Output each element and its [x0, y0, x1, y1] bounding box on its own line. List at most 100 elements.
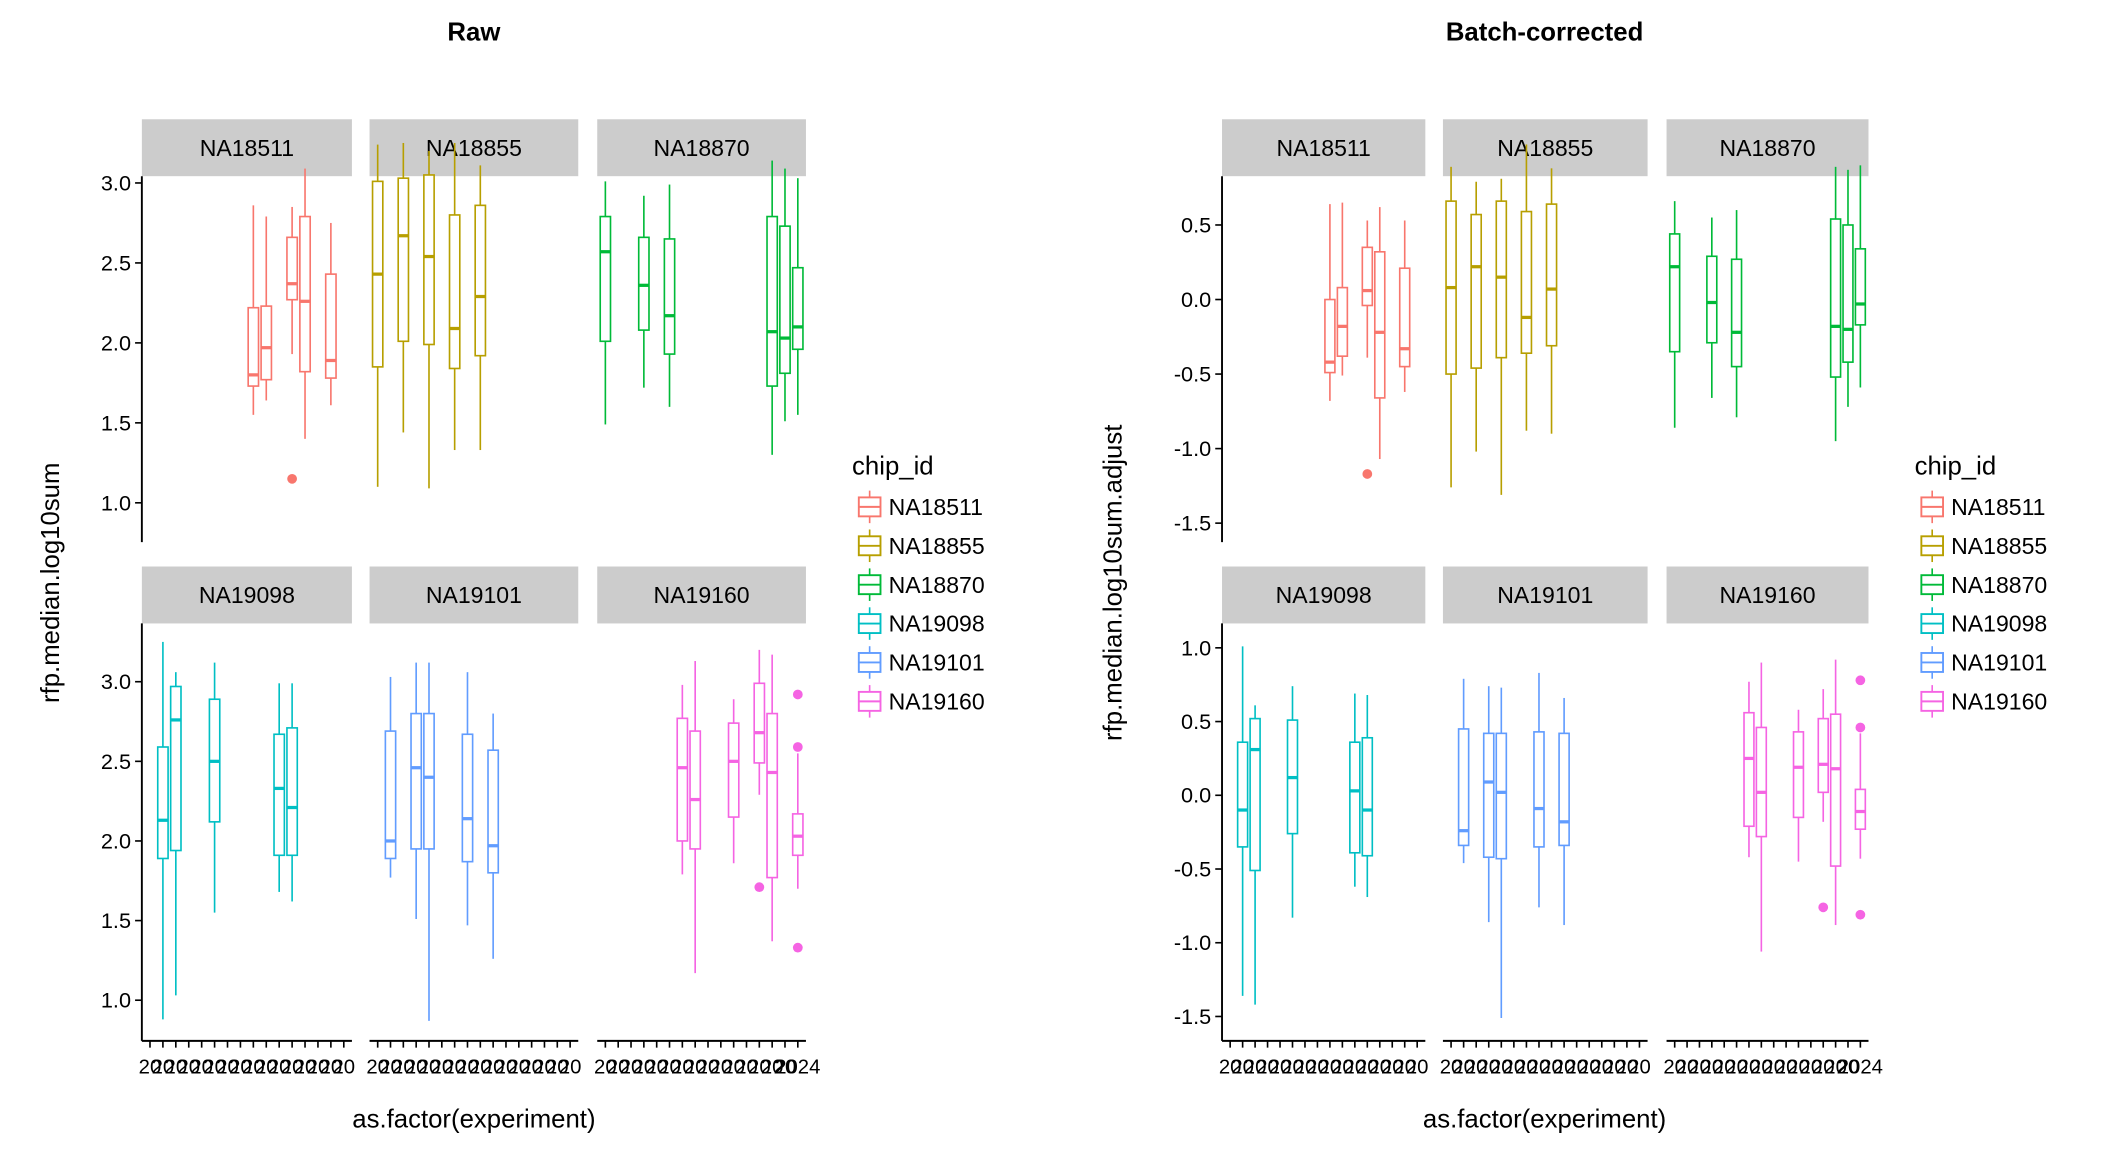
box	[169, 685, 182, 852]
x-tick-label: 20	[1713, 1056, 1736, 1078]
legend-item-NA19101: NA19101	[1920, 646, 2047, 679]
box	[689, 730, 702, 850]
box	[791, 266, 804, 351]
facet-strip	[141, 566, 352, 624]
box	[286, 727, 299, 857]
x-tick-label: 20	[761, 1056, 784, 1078]
x-tick-label: 20	[697, 1056, 720, 1078]
boxplot	[1854, 675, 1867, 920]
box	[727, 722, 740, 818]
legend-item-NA18855: NA18855	[857, 529, 985, 563]
box	[423, 712, 435, 850]
x-tick-label: 20	[203, 1056, 226, 1078]
box	[1829, 713, 1842, 867]
boxplot	[487, 713, 500, 959]
x-tick-label: 20	[1738, 1056, 1761, 1078]
x-tick-label: 20	[1393, 1056, 1416, 1078]
x-tick-label: 20	[1565, 1056, 1588, 1078]
boxplot	[676, 684, 689, 875]
legend-label: NA18855	[889, 533, 985, 559]
boxplot	[1482, 686, 1495, 923]
facet-NA18855: NA18855	[1442, 119, 1648, 495]
box	[286, 236, 299, 301]
legend-label: NA18870	[889, 572, 985, 598]
x-tick-label: 20	[1750, 1056, 1773, 1078]
box	[1743, 711, 1755, 828]
x-tick-label: 20	[1269, 1056, 1292, 1078]
legend-item-NA18511: NA18511	[857, 490, 983, 524]
box	[1558, 732, 1570, 847]
facet-strip-label: NA18870	[654, 135, 750, 161]
x-tick-label: 20	[1368, 1056, 1391, 1078]
box	[1854, 248, 1867, 326]
x-tick-label: 20	[1824, 1056, 1847, 1078]
x-tick-label: 20	[594, 1056, 617, 1078]
x-tick-label: 20	[1319, 1056, 1342, 1078]
boxplot	[753, 649, 766, 893]
x-tick-label: 20	[320, 1056, 343, 1078]
facet-NA18870: NA18870	[1666, 119, 1869, 442]
facet-strip-label: NA18870	[1720, 135, 1816, 161]
legend-label: NA19160	[1951, 688, 2047, 714]
outlier-point	[1818, 902, 1829, 913]
box	[1361, 246, 1374, 307]
box	[384, 730, 397, 860]
boxplot	[423, 150, 435, 489]
facet-strip-label: NA18511	[1276, 135, 1370, 161]
facet-strip	[597, 119, 806, 177]
box	[1520, 210, 1533, 355]
x-tick-label: 20	[533, 1056, 556, 1078]
x-tick-label: 20	[482, 1056, 505, 1078]
facet-strip-label: NA19101	[426, 582, 522, 608]
boxplot	[1755, 662, 1768, 952]
boxplot	[1842, 169, 1854, 407]
x-tick-label: 20	[1219, 1056, 1242, 1078]
box	[273, 733, 286, 857]
boxplot	[766, 654, 779, 942]
boxplot	[689, 661, 702, 974]
x-tick-label: 20	[469, 1056, 492, 1078]
x-tick-label: 20	[710, 1056, 733, 1078]
x-tick-label: 20	[1725, 1056, 1748, 1078]
facet-strip	[597, 566, 806, 624]
legend-label: NA18511	[1951, 494, 2045, 520]
legend-label: NA18855	[1951, 533, 2047, 559]
box	[1349, 741, 1361, 854]
box	[1842, 224, 1854, 363]
facet-strip	[1442, 566, 1648, 624]
boxplot	[397, 142, 410, 433]
x-tick-label: 20	[1812, 1056, 1835, 1078]
x-tick-label: 20	[684, 1056, 707, 1078]
x-tick-label: 20	[1452, 1056, 1475, 1078]
legend-label: NA18511	[889, 494, 983, 520]
box	[766, 215, 779, 387]
boxplot	[1445, 166, 1457, 488]
y-tick-label: 3.0	[101, 170, 131, 195]
box	[156, 746, 169, 860]
boxplot	[1361, 695, 1374, 898]
facets: NA18511 1.0 1.5 2.0 2.5 3.0 NA18855 NA18870 NA19…	[101, 119, 820, 1078]
box	[1457, 728, 1470, 847]
outlier-point	[1855, 675, 1866, 686]
y-tick-label: 0.5	[1181, 212, 1211, 237]
batch-corrected-plot: Batch-corrected rfp.median.log10sum.adju…	[1100, 19, 2047, 1134]
box	[1324, 298, 1336, 374]
box	[1668, 233, 1681, 353]
boxplot	[1520, 144, 1533, 431]
x-tick-label: 20	[268, 1056, 291, 1078]
boxplot	[1398, 220, 1411, 392]
box	[324, 273, 337, 379]
x-tick-label: 20	[748, 1056, 771, 1078]
plot-title: Batch-corrected	[1446, 19, 1643, 47]
legend: chip_id NA18511 NA18855 NA18870 NA19098 NA19…	[1915, 452, 2047, 718]
boxplot	[1533, 672, 1545, 908]
x-tick-label: 20	[1515, 1056, 1538, 1078]
boxplot	[169, 672, 182, 996]
box	[1706, 255, 1718, 344]
y-tick-label: -1.0	[1174, 436, 1211, 461]
box	[1495, 200, 1508, 359]
boxplot	[371, 144, 384, 487]
x-tick-label: 20	[1465, 1056, 1488, 1078]
x-tick-label: 20	[418, 1056, 441, 1078]
